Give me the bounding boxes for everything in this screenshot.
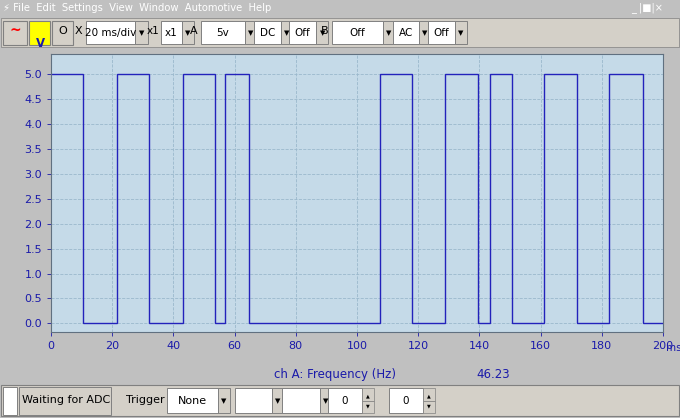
FancyBboxPatch shape bbox=[86, 21, 135, 44]
Text: O: O bbox=[58, 26, 67, 36]
Text: Waiting for ADC: Waiting for ADC bbox=[22, 395, 110, 405]
Text: ▼: ▼ bbox=[458, 30, 464, 36]
Text: V: V bbox=[36, 37, 45, 50]
Text: 0: 0 bbox=[403, 396, 409, 405]
Text: DC: DC bbox=[260, 28, 275, 38]
Text: Off: Off bbox=[433, 28, 449, 38]
Text: ▼: ▼ bbox=[366, 403, 370, 408]
Text: ▼: ▼ bbox=[427, 403, 431, 408]
FancyBboxPatch shape bbox=[218, 388, 230, 413]
Text: Trigger: Trigger bbox=[126, 395, 165, 405]
FancyBboxPatch shape bbox=[419, 21, 431, 44]
Text: AC: AC bbox=[398, 28, 413, 38]
Text: ms: ms bbox=[666, 344, 680, 354]
FancyBboxPatch shape bbox=[254, 21, 281, 44]
Text: Off: Off bbox=[294, 28, 311, 38]
FancyBboxPatch shape bbox=[3, 20, 27, 45]
FancyBboxPatch shape bbox=[389, 388, 423, 413]
FancyBboxPatch shape bbox=[362, 388, 374, 400]
Text: None: None bbox=[177, 396, 207, 405]
Text: B: B bbox=[321, 26, 329, 36]
FancyBboxPatch shape bbox=[428, 21, 455, 44]
FancyBboxPatch shape bbox=[245, 21, 257, 44]
FancyBboxPatch shape bbox=[281, 21, 293, 44]
Text: X: X bbox=[74, 26, 82, 36]
Text: 5v: 5v bbox=[216, 28, 229, 38]
FancyBboxPatch shape bbox=[19, 387, 111, 415]
Text: x1: x1 bbox=[165, 28, 177, 38]
Text: ▼: ▼ bbox=[422, 30, 428, 36]
FancyBboxPatch shape bbox=[423, 400, 435, 413]
Text: ▼: ▼ bbox=[284, 30, 290, 36]
Text: _ |■|×: _ |■|× bbox=[631, 3, 663, 13]
FancyBboxPatch shape bbox=[29, 20, 50, 45]
FancyBboxPatch shape bbox=[3, 387, 17, 415]
FancyBboxPatch shape bbox=[423, 388, 435, 400]
FancyBboxPatch shape bbox=[235, 388, 272, 413]
FancyBboxPatch shape bbox=[393, 21, 419, 44]
FancyBboxPatch shape bbox=[182, 21, 194, 44]
Text: ~: ~ bbox=[10, 24, 22, 38]
Text: ▼: ▼ bbox=[320, 30, 325, 36]
FancyBboxPatch shape bbox=[289, 21, 316, 44]
Text: 20 ms/div: 20 ms/div bbox=[85, 28, 137, 38]
Text: ▲: ▲ bbox=[366, 393, 370, 398]
FancyBboxPatch shape bbox=[332, 21, 383, 44]
Text: ▼: ▼ bbox=[323, 398, 328, 404]
Text: Off: Off bbox=[350, 28, 365, 38]
Text: ▼: ▼ bbox=[275, 398, 281, 404]
FancyBboxPatch shape bbox=[272, 388, 284, 413]
FancyBboxPatch shape bbox=[201, 21, 245, 44]
FancyBboxPatch shape bbox=[167, 388, 218, 413]
Text: ▼: ▼ bbox=[386, 30, 392, 36]
Text: A: A bbox=[190, 26, 198, 36]
Text: ▲: ▲ bbox=[427, 393, 431, 398]
FancyBboxPatch shape bbox=[362, 400, 374, 413]
FancyBboxPatch shape bbox=[455, 21, 467, 44]
FancyBboxPatch shape bbox=[282, 388, 320, 413]
FancyBboxPatch shape bbox=[135, 21, 148, 44]
FancyBboxPatch shape bbox=[52, 20, 73, 45]
Text: ▼: ▼ bbox=[221, 398, 226, 404]
Text: ch A: Frequency (Hz): ch A: Frequency (Hz) bbox=[274, 368, 396, 382]
Text: ⚡ File  Edit  Settings  View  Window  Automotive  Help: ⚡ File Edit Settings View Window Automot… bbox=[3, 3, 271, 13]
Text: ▼: ▼ bbox=[185, 30, 190, 36]
Text: 0: 0 bbox=[341, 396, 348, 405]
FancyBboxPatch shape bbox=[383, 21, 395, 44]
Text: ▼: ▼ bbox=[139, 30, 144, 36]
Text: x1: x1 bbox=[147, 26, 159, 36]
FancyBboxPatch shape bbox=[316, 21, 328, 44]
FancyBboxPatch shape bbox=[320, 388, 332, 413]
Text: ▼: ▼ bbox=[248, 30, 254, 36]
FancyBboxPatch shape bbox=[1, 18, 679, 47]
FancyBboxPatch shape bbox=[1, 385, 679, 416]
FancyBboxPatch shape bbox=[161, 21, 182, 44]
FancyBboxPatch shape bbox=[328, 388, 362, 413]
Text: 46.23: 46.23 bbox=[476, 368, 510, 382]
